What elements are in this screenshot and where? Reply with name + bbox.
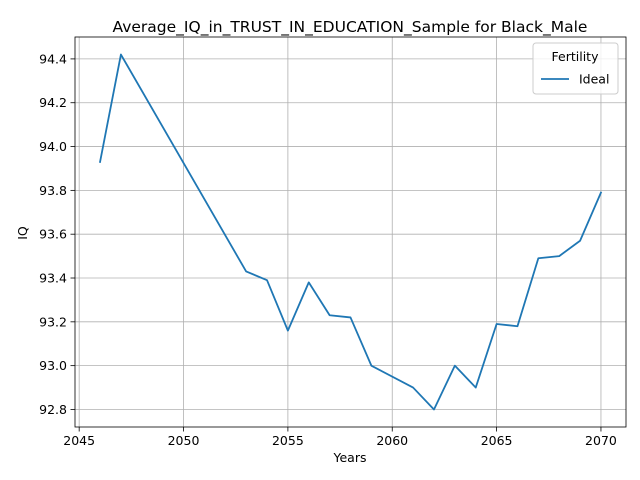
x-tick-label: 2050	[168, 433, 200, 448]
x-tick-label: 2060	[376, 433, 408, 448]
y-tick-label: 93.8	[39, 183, 67, 198]
series-layer	[98, 53, 603, 411]
series-line-ideal	[98, 53, 603, 411]
tick-labels: 2045 2050 2055 2060 2065 2070 92.8 93.0 93.2 93.4…	[39, 51, 617, 448]
y-tick-label: 94.4	[39, 51, 67, 66]
y-tick-label: 93.0	[39, 358, 67, 373]
legend-box	[532, 42, 619, 95]
y-tick-label: 93.6	[39, 227, 67, 242]
axes-frame	[74, 36, 627, 428]
x-tick-label: 2055	[272, 433, 304, 448]
y-tick-label: 92.8	[39, 402, 67, 417]
x-axis-label: Years	[333, 450, 367, 465]
legend-title: Fertility	[552, 49, 600, 64]
y-tick-label: 94.2	[39, 95, 67, 110]
x-tick-label: 2045	[63, 433, 95, 448]
legend: Fertility Ideal	[532, 42, 619, 95]
y-axis-label: IQ	[15, 226, 30, 240]
y-tick-label: 94.0	[39, 139, 67, 154]
axes-spines	[74, 36, 627, 428]
y-tick-label: 93.2	[39, 314, 67, 329]
x-tick-label: 2070	[585, 433, 617, 448]
x-tick-label: 2065	[481, 433, 513, 448]
legend-label-ideal: Ideal	[579, 72, 609, 87]
chart-title: Average_IQ_in_TRUST_IN_EDUCATION_Sample …	[113, 18, 588, 37]
y-tick-label: 93.4	[39, 271, 67, 286]
grid-lines	[75, 37, 626, 427]
